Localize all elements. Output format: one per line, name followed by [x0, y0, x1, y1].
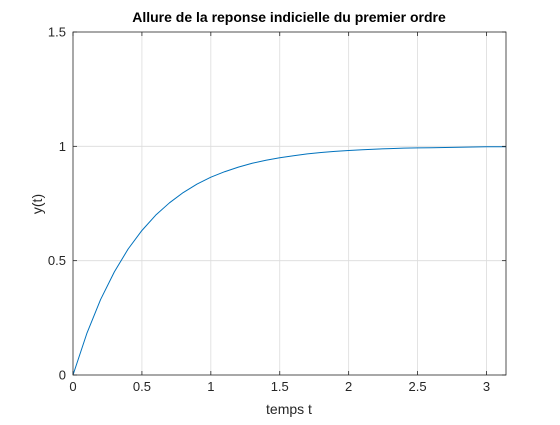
y-tick-label: 0 — [59, 368, 66, 383]
plot-frame — [72, 31, 507, 376]
y-tick-label: 0.5 — [48, 253, 66, 268]
x-axis-label: temps t — [266, 401, 312, 417]
x-tick-label: 2.5 — [409, 379, 427, 394]
x-tick-label: 2 — [345, 379, 352, 394]
ticks — [72, 31, 506, 376]
y-tick-label: 1.5 — [48, 25, 66, 40]
chart-title: Allure de la reponse indicielle du premi… — [132, 9, 446, 25]
series-group — [72, 146, 506, 376]
plot-background — [73, 32, 506, 375]
x-tick-label: 1.5 — [271, 379, 289, 394]
x-tick-label: 3 — [483, 379, 490, 394]
x-tick-label: 0 — [69, 379, 76, 394]
tick-labels: 0 0.5 1 1.5 2 2.5 3 0 0.5 1 1.5 — [48, 25, 490, 395]
series-line — [72, 146, 506, 376]
y-axis-label: y(t) — [29, 194, 45, 214]
y-tick-label: 1 — [59, 139, 66, 154]
grid-lines — [73, 32, 506, 375]
x-tick-label: 1 — [207, 379, 214, 394]
x-tick-label: 0.5 — [133, 379, 151, 394]
